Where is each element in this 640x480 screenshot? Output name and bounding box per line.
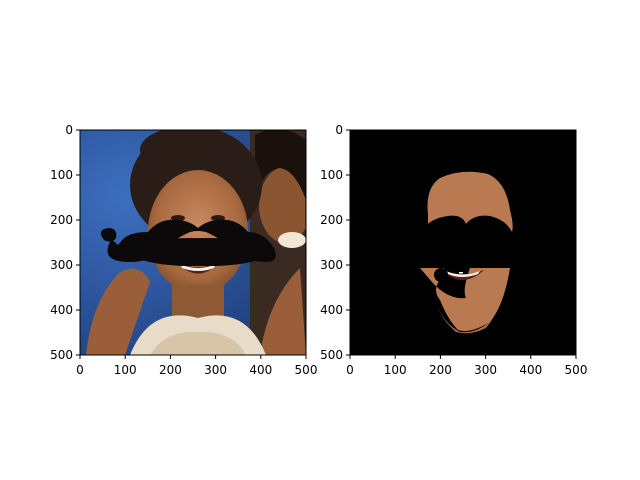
right-y-tick-label: 200 [320,213,343,227]
left-y-tick-label: 0 [65,123,73,137]
photo-with-mustache [80,130,306,355]
left-y-tick-label: 400 [50,303,73,317]
left-x-tick-label: 400 [249,363,272,377]
right-x-tick-label: 500 [565,363,588,377]
left-y-tick-label: 300 [50,258,73,272]
right-x-tick-label: 200 [429,363,452,377]
left-x-tick-label: 100 [114,363,137,377]
right-x-tick-label: 400 [519,363,542,377]
left-y-tick-label: 500 [50,348,73,362]
skin-mask-image [350,130,576,355]
right-y-tick-label: 500 [320,348,343,362]
right-y-tick-label: 300 [320,258,343,272]
left-x-tick-label: 500 [295,363,318,377]
right-y-tick-label: 400 [320,303,343,317]
left-x-tick-label: 300 [204,363,227,377]
right-y-tick-label: 100 [320,168,343,182]
right-x-tick-label: 0 [346,363,354,377]
right-x-tick-label: 100 [384,363,407,377]
left-y-tick-label: 200 [50,213,73,227]
right-x-tick-label: 300 [474,363,497,377]
left-x-tick-label: 0 [76,363,84,377]
right-y-tick-label: 0 [335,123,343,137]
left-x-tick-label: 200 [159,363,182,377]
left-y-tick-label: 100 [50,168,73,182]
